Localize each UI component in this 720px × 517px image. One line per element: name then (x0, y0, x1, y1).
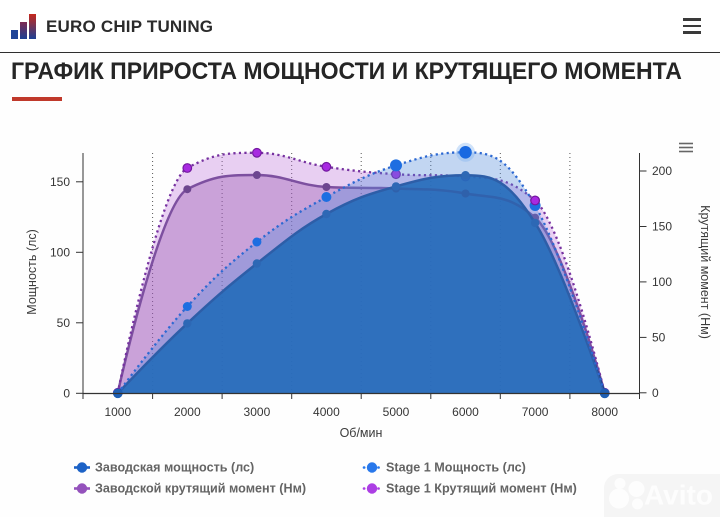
svg-text:8000: 8000 (591, 405, 618, 419)
svg-text:50: 50 (57, 316, 71, 330)
svg-text:7000: 7000 (522, 405, 549, 419)
svg-text:5000: 5000 (383, 405, 410, 419)
svg-text:150: 150 (652, 220, 672, 234)
svg-text:Мощность (лс): Мощность (лс) (25, 229, 39, 314)
svg-text:0: 0 (652, 386, 659, 400)
svg-text:100: 100 (50, 245, 70, 259)
svg-text:2000: 2000 (174, 405, 201, 419)
svg-text:Заводская мощность (лс): Заводская мощность (лс) (95, 461, 254, 475)
svg-text:3000: 3000 (244, 405, 271, 419)
svg-text:Об/мин: Об/мин (340, 426, 383, 440)
svg-text:4000: 4000 (313, 405, 340, 419)
svg-text:Крутящий момент (Нм): Крутящий момент (Нм) (698, 205, 712, 339)
svg-text:1000: 1000 (104, 405, 131, 419)
svg-text:Stage 1 Крутящий момент (Нм): Stage 1 Крутящий момент (Нм) (386, 482, 577, 496)
svg-text:Avito: Avito (644, 480, 713, 511)
svg-text:100: 100 (652, 275, 672, 289)
svg-text:Заводской крутящий момент (Нм): Заводской крутящий момент (Нм) (95, 482, 306, 496)
svg-text:150: 150 (50, 175, 70, 189)
svg-text:6000: 6000 (452, 405, 479, 419)
svg-text:200: 200 (652, 164, 672, 178)
svg-text:50: 50 (652, 330, 666, 344)
svg-text:0: 0 (63, 386, 70, 400)
svg-text:Stage 1 Мощность (лс): Stage 1 Мощность (лс) (386, 461, 526, 475)
